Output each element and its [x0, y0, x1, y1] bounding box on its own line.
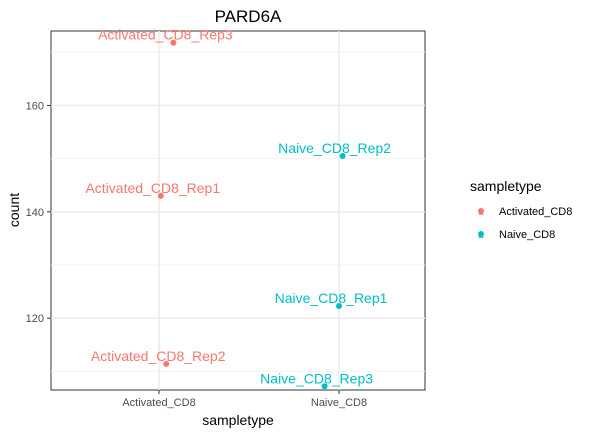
x-axis-title: sampletype	[202, 412, 274, 428]
data-point	[339, 152, 346, 159]
grid-lines	[51, 31, 425, 390]
data-label: Naive_CD8_Rep1	[275, 290, 388, 306]
y-axis: 120 140 160	[26, 100, 51, 325]
x-axis: Activated_CD8 Naive_CD8	[122, 390, 367, 409]
data-label: Naive_CD8_Rep2	[278, 140, 391, 156]
legend-key-glyph: a	[478, 207, 484, 217]
chart-title: PARD6A	[215, 7, 282, 26]
data-label: Activated_CD8_Rep2	[91, 348, 226, 364]
point-labels: Activated_CD8_Rep3 Activated_CD8_Rep1 Acti…	[85, 27, 391, 387]
legend-entry-label: Activated_CD8	[499, 206, 572, 218]
data-label: Activated_CD8_Rep3	[98, 27, 233, 43]
data-points	[157, 39, 346, 390]
legend-key	[478, 208, 484, 214]
data-point	[163, 360, 170, 367]
x-tick-label: Naive_CD8	[311, 397, 367, 409]
data-point	[321, 383, 328, 390]
x-tick-label: Activated_CD8	[122, 397, 195, 409]
legend-title: sampletype	[470, 178, 542, 194]
y-tick-label: 140	[26, 207, 44, 219]
plot-panel-border	[50, 30, 426, 391]
data-label: Naive_CD8_Rep3	[260, 370, 373, 386]
data-label: Activated_CD8_Rep1	[85, 180, 220, 196]
legend-key-glyph: a	[478, 230, 484, 240]
y-axis-title: count	[6, 193, 22, 227]
legend-entry-label: Naive_CD8	[499, 229, 555, 241]
data-point	[336, 302, 342, 309]
data-point	[170, 39, 177, 46]
data-point	[157, 192, 164, 199]
y-tick-label: 160	[26, 100, 44, 112]
y-tick-label: 120	[26, 313, 44, 325]
legend-key	[478, 231, 484, 237]
